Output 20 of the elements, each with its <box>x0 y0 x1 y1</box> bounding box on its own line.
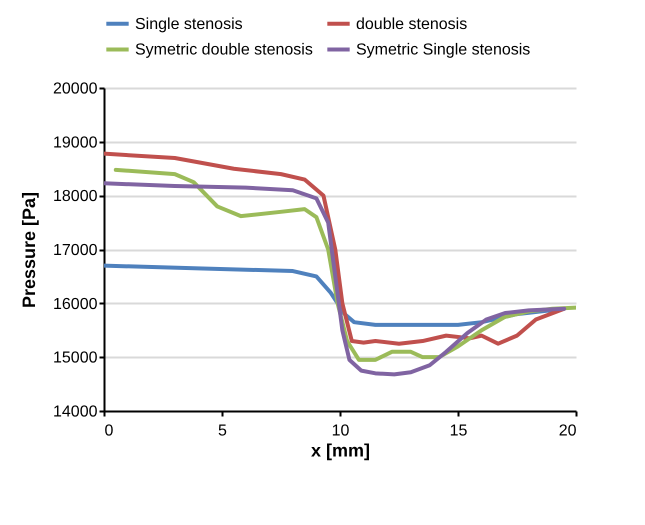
y-tick-label: 15000 <box>53 350 98 367</box>
x-tick-label: 5 <box>218 422 228 440</box>
y-tick-label: 19000 <box>53 134 98 152</box>
line-series <box>104 181 566 376</box>
x-tick-label: 0 <box>104 422 114 440</box>
legend-label: Symetric Single stenosis <box>356 42 530 58</box>
legend-label: Single stenosis <box>135 16 243 33</box>
x-tick-label: 15 <box>450 422 468 440</box>
y-tick-label: 18000 <box>53 188 98 206</box>
y-tick-label: 14000 <box>53 404 98 420</box>
legend-label: double stenosis <box>356 16 468 33</box>
y-tick-label: 16000 <box>53 296 98 313</box>
legend-label: Symetric double stenosis <box>135 42 313 58</box>
x-axis-title: x [mm] <box>310 440 370 460</box>
x-tick-label: 20 <box>558 422 577 440</box>
line-series <box>104 152 566 346</box>
x-tick-label: 10 <box>332 422 350 440</box>
y-tick-label: 20000 <box>53 80 98 98</box>
y-tick-label: 17000 <box>53 242 98 259</box>
y-axis-title: Pressure [Pa] <box>19 192 40 308</box>
